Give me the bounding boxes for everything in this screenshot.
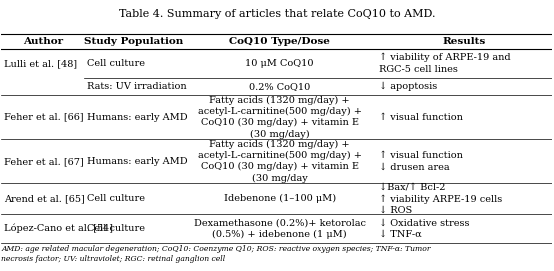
Text: Table 4. Summary of articles that relate CoQ10 to AMD.: Table 4. Summary of articles that relate… — [119, 9, 435, 20]
Text: Arend et al. [65]: Arend et al. [65] — [4, 194, 85, 203]
Text: Results: Results — [443, 37, 486, 46]
Text: Cell culture: Cell culture — [87, 59, 145, 68]
Text: AMD: age related macular degeneration; CoQ10: Coenzyme Q10; ROS: reactive oxygen: AMD: age related macular degeneration; C… — [2, 246, 431, 263]
Text: ↑ visual function
↓ drusen area: ↑ visual function ↓ drusen area — [379, 151, 463, 171]
Text: Humans: early AMD: Humans: early AMD — [87, 157, 187, 166]
Text: ↓Bax/↑ Bcl-2
↑ viability ARPE-19 cells
↓ ROS: ↓Bax/↑ Bcl-2 ↑ viability ARPE-19 cells ↓… — [379, 183, 502, 215]
Text: 10 μM CoQ10: 10 μM CoQ10 — [245, 59, 314, 68]
Text: Fatty acids (1320 mg/day) +
acetyl-L-carnitine(500 mg/day) +
CoQ10 (30 mg/day) +: Fatty acids (1320 mg/day) + acetyl-L-car… — [198, 96, 362, 139]
Text: ↓ apoptosis: ↓ apoptosis — [379, 82, 437, 91]
Text: ↓ Oxidative stress
↓ TNF-α: ↓ Oxidative stress ↓ TNF-α — [379, 218, 469, 238]
Text: ↑ visual function: ↑ visual function — [379, 113, 463, 122]
Text: 0.2% CoQ10: 0.2% CoQ10 — [249, 82, 310, 91]
Text: Rats: UV irradiation: Rats: UV irradiation — [87, 82, 187, 91]
Text: Feher et al. [67]: Feher et al. [67] — [4, 157, 84, 166]
Text: Cell culture: Cell culture — [87, 224, 145, 233]
Text: Dexamethasone (0.2%)+ ketorolac
(0.5%) + idebenone (1 μM): Dexamethasone (0.2%)+ ketorolac (0.5%) +… — [194, 218, 366, 238]
Text: Idebenone (1–100 μM): Idebenone (1–100 μM) — [224, 194, 336, 203]
Text: Cell culture: Cell culture — [87, 194, 145, 203]
Text: Study Population: Study Population — [84, 37, 183, 46]
Text: López-Cano et al. [54]: López-Cano et al. [54] — [4, 224, 113, 233]
Text: Fatty acids (1320 mg/day) +
acetyl-L-carnitine(500 mg/day) +
CoQ10 (30 mg/day) +: Fatty acids (1320 mg/day) + acetyl-L-car… — [198, 140, 362, 183]
Text: Feher et al. [66]: Feher et al. [66] — [4, 113, 84, 122]
Text: Author: Author — [23, 37, 63, 46]
Text: Lulli et al. [48]: Lulli et al. [48] — [4, 59, 77, 68]
Text: CoQ10 Type/Dose: CoQ10 Type/Dose — [229, 37, 330, 46]
Text: ↑ viability of ARPE-19 and
RGC-5 cell lines: ↑ viability of ARPE-19 and RGC-5 cell li… — [379, 53, 510, 73]
Text: Humans: early AMD: Humans: early AMD — [87, 113, 187, 122]
